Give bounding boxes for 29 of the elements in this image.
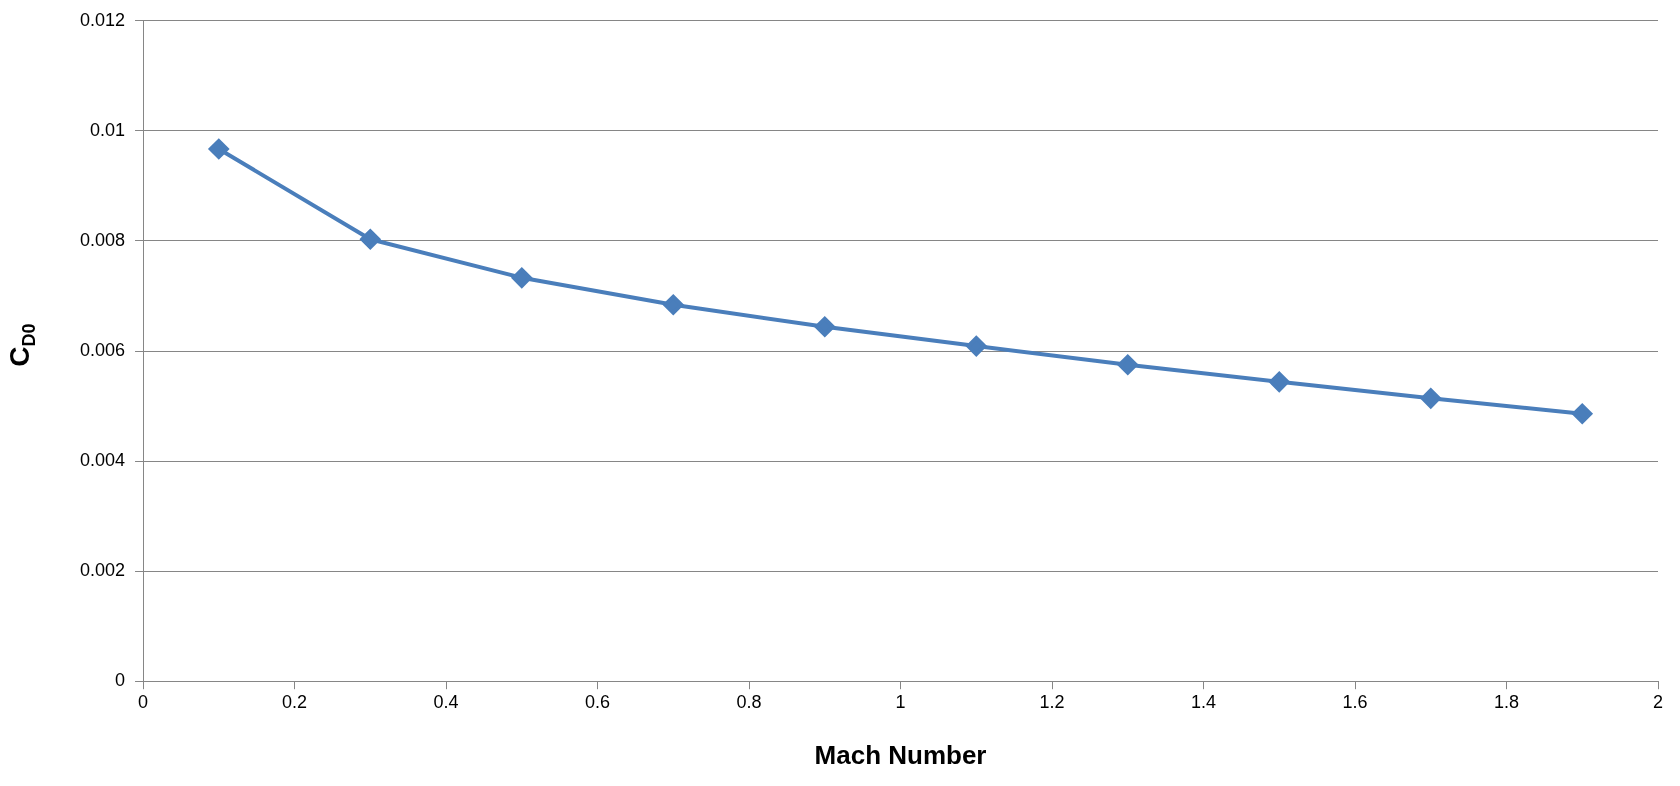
x-tick-label: 1.4 — [1191, 691, 1217, 712]
y-tick-label: 0.01 — [90, 119, 126, 140]
y-tick-label: 0.012 — [80, 9, 126, 30]
y-tick-label: 0.004 — [80, 450, 126, 471]
y-tick-label: 0.008 — [80, 229, 126, 250]
x-tick-label: 0.8 — [736, 691, 762, 712]
point — [1420, 388, 1441, 409]
x-tick-label: 1.2 — [1039, 691, 1065, 712]
point — [1269, 371, 1290, 392]
point — [208, 139, 229, 160]
point — [1572, 403, 1593, 424]
x-tick-label: 0.6 — [585, 691, 611, 712]
x-tick-label: 2 — [1652, 691, 1664, 712]
x-tick-label: 1.8 — [1493, 691, 1520, 712]
x-tick-label: 1 — [895, 691, 906, 712]
point — [663, 294, 684, 315]
point — [966, 336, 987, 357]
y-tick-label: 0.006 — [80, 339, 126, 360]
y-tick-label: 0.002 — [80, 560, 126, 581]
x-tick-label: 0.4 — [433, 691, 459, 712]
x-tick-label: 0 — [138, 691, 149, 712]
point — [814, 316, 835, 337]
point — [360, 229, 381, 250]
y-tick-label: 0 — [115, 670, 126, 691]
point — [1117, 354, 1138, 375]
point — [511, 267, 532, 288]
x-tick-label: 0.2 — [282, 691, 308, 712]
x-tick-label: 1.6 — [1342, 691, 1368, 712]
x-axis-title: Mach Number — [814, 739, 987, 770]
